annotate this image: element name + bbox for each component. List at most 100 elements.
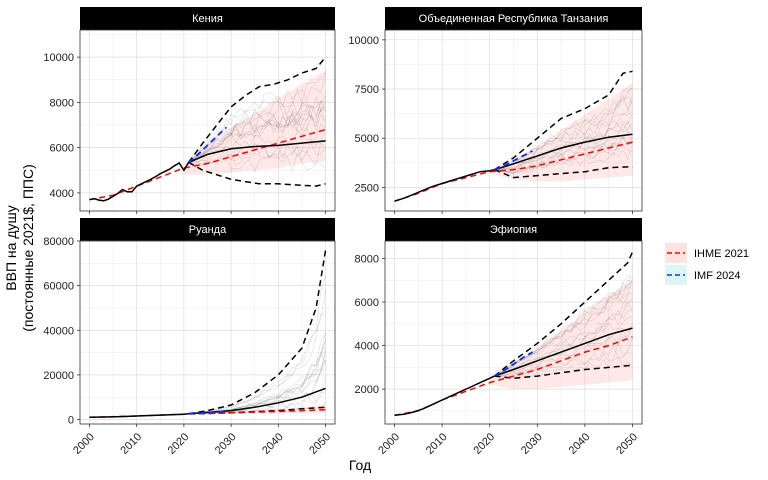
trajectory-line <box>188 106 326 163</box>
x-tick-label: 2040 <box>567 431 593 457</box>
trajectory-line <box>188 276 326 414</box>
x-axis-title: Год <box>349 457 371 473</box>
trajectory-line <box>188 100 326 163</box>
ihme-uncertainty-band <box>489 83 633 182</box>
trajectory-line <box>494 96 633 170</box>
panel-border <box>79 240 336 425</box>
trajectory-line <box>494 338 633 377</box>
trajectory-line <box>494 276 633 377</box>
trajectory-line <box>188 104 326 163</box>
y-tick-label: 8000 <box>50 97 74 109</box>
ihme-uncertainty-band <box>489 280 633 390</box>
legend: IHME 2021 IMF 2024 <box>665 243 749 285</box>
trajectory-line <box>494 143 633 173</box>
x-tick-label: 2030 <box>519 431 545 457</box>
ihme-uncertainty-band <box>183 70 326 175</box>
imf-2024-line <box>494 150 533 171</box>
trajectory-line <box>494 275 633 377</box>
trajectory-line <box>494 144 633 174</box>
trajectory-line <box>494 298 633 377</box>
y-tick-label: 40000 <box>43 325 74 337</box>
y-tick-label: 80000 <box>43 236 74 248</box>
x-tick-label: 2000 <box>376 431 402 457</box>
trajectory-line <box>494 131 633 172</box>
ihme-2021-line <box>89 128 326 201</box>
y-tick-label: 5000 <box>355 133 379 145</box>
trajectory-line <box>494 323 633 377</box>
median-projection-line <box>188 387 326 415</box>
gridlines <box>385 241 642 424</box>
gridlines <box>80 240 335 424</box>
legend-label-ihme: IHME 2021 <box>694 248 749 260</box>
trajectory-line <box>494 135 633 174</box>
y-tick-label: 2000 <box>355 384 379 396</box>
x-tick-label: 2000 <box>71 431 97 457</box>
y-tick-label: 6000 <box>355 297 379 309</box>
trajectory-line <box>494 344 633 377</box>
x-tick-label: 2050 <box>307 431 333 457</box>
y-tick-label: 4000 <box>50 188 74 200</box>
trajectory-line <box>188 99 326 163</box>
trajectories <box>188 72 326 173</box>
y-tick-label: 2500 <box>355 182 379 194</box>
x-tick-label: 2010 <box>118 431 144 457</box>
panel-0: Кения 4000 6000 8000 10000 <box>43 7 336 214</box>
panel-border <box>384 240 643 425</box>
median-projection-line <box>494 327 633 377</box>
panel-title: Объединенная Республика Танзания <box>419 13 609 25</box>
panel-title: Кения <box>192 13 223 25</box>
panel-title: Руанда <box>189 224 227 236</box>
trajectory-line <box>494 123 633 171</box>
trajectory-line <box>188 123 326 163</box>
panel-title: Эфиопия <box>490 224 537 236</box>
trajectory-line <box>494 98 633 170</box>
median-projection-line <box>188 140 326 164</box>
trajectory-line <box>188 72 326 163</box>
gridlines <box>385 30 642 211</box>
trajectory-line <box>188 142 326 166</box>
imf-2024-line <box>494 351 533 377</box>
trajectory-line <box>188 313 326 414</box>
upper-bound-line <box>188 249 327 415</box>
y-tick-label: 7500 <box>355 84 379 96</box>
panel-strip <box>80 218 335 241</box>
lower-bound-line <box>188 406 326 415</box>
trajectory-line <box>494 281 633 377</box>
panel-strip <box>80 7 335 30</box>
trajectory-line <box>494 316 633 377</box>
median-projection-line <box>494 133 633 171</box>
panel-3: Эфиопия 2000 4000 6000 8000 2000 2010 2020 2030 2… <box>355 218 643 457</box>
y-tick-label: 10000 <box>43 52 74 64</box>
panel-1: Объединенная Республика Танзания 2500 5000… <box>348 7 643 214</box>
trajectory-line <box>494 87 633 170</box>
x-tick-label: 2020 <box>166 431 192 457</box>
trajectory-line <box>494 289 633 377</box>
imf-2024-line <box>188 126 228 164</box>
trajectory-line <box>494 309 633 377</box>
historical-line <box>89 412 189 419</box>
panel-2: Руанда 0 20000 40000 60000 80000 2000 2010 2020 2… <box>43 218 336 457</box>
trajectory-line <box>494 110 633 170</box>
trajectory-line <box>494 327 633 377</box>
lower-bound-line <box>188 161 326 187</box>
panel-strip <box>385 218 642 241</box>
trajectory-line <box>188 113 326 163</box>
trajectory-line <box>188 96 326 163</box>
trajectory-line <box>494 87 633 170</box>
y-tick-label: 10000 <box>348 35 379 47</box>
trajectory-line <box>188 95 326 163</box>
trajectory-line <box>188 152 326 173</box>
upper-bound-line <box>494 251 634 377</box>
x-tick-label: 2020 <box>471 431 497 457</box>
y-tick-label: 4000 <box>355 341 379 353</box>
historical-line <box>89 161 190 202</box>
trajectory-line <box>494 120 633 170</box>
y-axis-title-line1: ВВП на душу <box>3 205 19 290</box>
legend-item-ihme: IHME 2021 <box>665 243 749 263</box>
ihme-2021-line <box>394 141 633 202</box>
trajectory-line <box>188 108 326 163</box>
panel-border <box>384 29 643 212</box>
historical-line <box>394 375 495 417</box>
trajectory-line <box>188 99 326 163</box>
